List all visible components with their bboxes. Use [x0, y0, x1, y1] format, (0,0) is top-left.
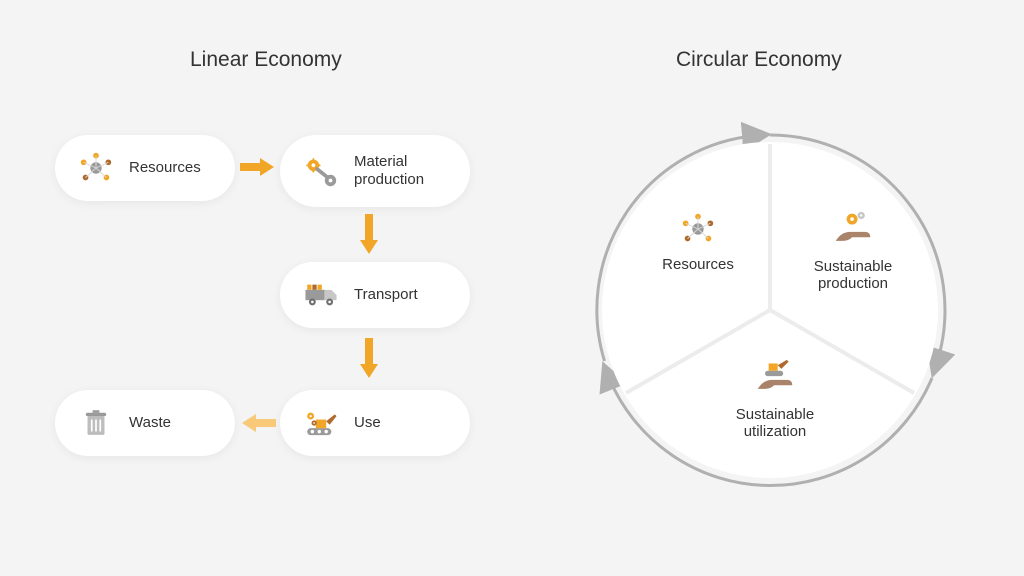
hand-machine-icon — [752, 358, 798, 398]
node-material: Material production — [280, 135, 470, 207]
truck-icon — [302, 276, 340, 314]
cluster-icon — [77, 149, 115, 187]
node-label: Waste — [129, 414, 171, 432]
node-label: Material production — [354, 153, 424, 189]
circ-resources: Resources — [638, 210, 758, 273]
hand-gears-icon — [830, 210, 876, 250]
node-use: Use — [280, 390, 470, 456]
arrow-down-icon — [358, 338, 380, 380]
circ-sustain-util: Sustainable utilization — [710, 358, 840, 440]
circ-label: Sustainable utilization — [736, 406, 814, 440]
circular-title: Circular Economy — [676, 48, 842, 72]
node-label: Use — [354, 414, 381, 432]
node-transport: Transport — [280, 262, 470, 328]
node-resources: Resources — [55, 135, 235, 201]
gears-icon — [302, 152, 340, 190]
circ-label: Resources — [662, 256, 734, 273]
node-label: Transport — [354, 286, 418, 304]
linear-title: Linear Economy — [190, 48, 342, 72]
trash-icon — [77, 404, 115, 442]
arrow-down-icon — [358, 214, 380, 256]
node-waste: Waste — [55, 390, 235, 456]
arrow-right-icon — [240, 156, 276, 178]
circular-diagram: Resources Sustainable production Sustain… — [560, 100, 980, 520]
node-label: Resources — [129, 159, 201, 177]
machine-icon — [302, 404, 340, 442]
arrow-left-icon — [240, 412, 276, 434]
cluster-icon — [679, 210, 717, 248]
circ-label: Sustainable production — [814, 258, 892, 292]
circ-sustain-prod: Sustainable production — [788, 210, 918, 292]
